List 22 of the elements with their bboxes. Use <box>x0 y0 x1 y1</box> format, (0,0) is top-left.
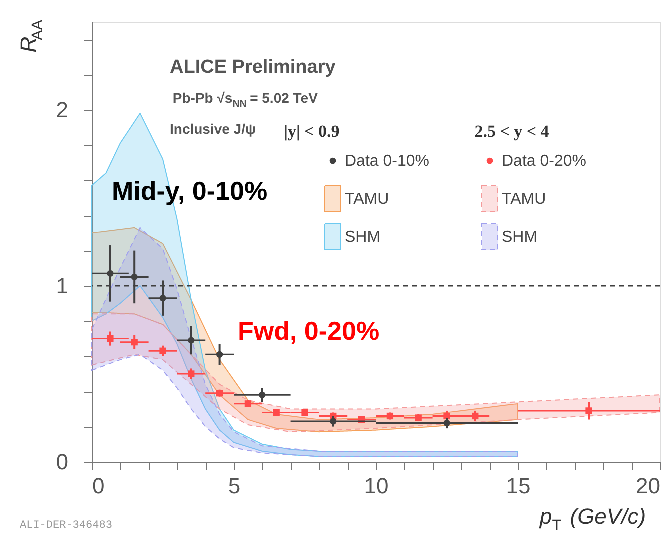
annotation: Inclusive J/ψ <box>170 121 256 137</box>
legend-label: TAMU <box>345 191 390 208</box>
x-tick-label: 5 <box>228 474 241 498</box>
legend-label: Data 0-20% <box>502 153 586 170</box>
x-tick-label: 10 <box>364 474 389 498</box>
x-tick-label: 15 <box>506 474 531 498</box>
legend-label: SHM <box>502 229 538 246</box>
annotation: Fwd, 0-20% <box>238 316 380 346</box>
y-axis-title: RAA <box>16 19 47 53</box>
annotation: |y| < 0.9 <box>284 122 340 141</box>
x-tick-label: 0 <box>92 474 105 498</box>
y-tick-label: 2 <box>56 98 68 122</box>
y-tick-label: 0 <box>56 450 68 474</box>
text: ALI-DER-346483 <box>20 520 112 532</box>
y-tick-label: 1 <box>56 274 68 298</box>
legend-label: TAMU <box>502 191 546 208</box>
annotation: Mid-y, 0-10% <box>112 176 268 206</box>
legend-label: SHM <box>345 229 381 246</box>
x-tick-label: 20 <box>636 474 660 498</box>
legend-label: Data 0-10% <box>345 153 430 170</box>
annotation: ALICE Preliminary <box>170 57 336 78</box>
annotation: 2.5 < y < 4 <box>474 122 550 141</box>
